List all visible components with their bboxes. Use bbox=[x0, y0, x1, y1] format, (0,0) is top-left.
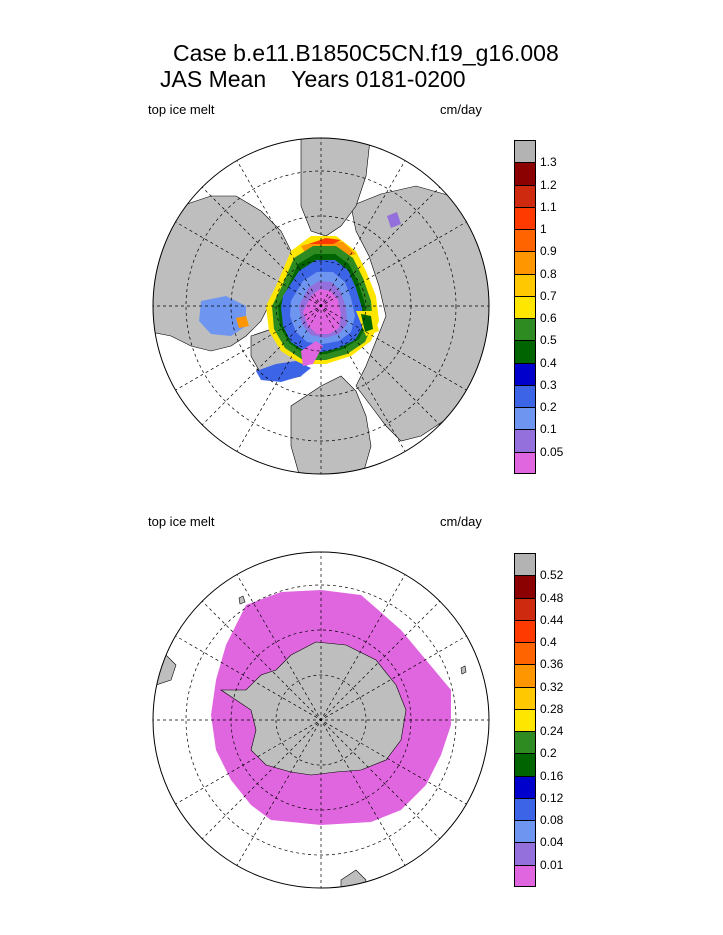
colorbar-tick-label: 0.12 bbox=[540, 790, 564, 805]
north-field-label: top ice melt bbox=[148, 102, 215, 117]
south-polar-map bbox=[152, 551, 490, 889]
north-ice-hudson-orange bbox=[236, 316, 249, 328]
colorbar-cell bbox=[514, 384, 536, 409]
south-colorbar bbox=[514, 553, 536, 887]
north-ice-band-red bbox=[309, 238, 341, 244]
colorbar-cell bbox=[514, 686, 536, 710]
north-ice-tail-blue bbox=[256, 361, 311, 382]
colorbar-tick-label: 0.04 bbox=[540, 835, 564, 850]
colorbar-cell bbox=[514, 864, 536, 887]
colorbar-cell bbox=[514, 318, 536, 342]
colorbar-cell bbox=[514, 140, 536, 164]
colorbar-tick-label: 0.2 bbox=[540, 400, 557, 415]
colorbar-tick-label: 0.52 bbox=[540, 568, 564, 583]
colorbar-tick-label: 0.48 bbox=[540, 590, 564, 605]
colorbar-tick-label: 1.1 bbox=[540, 199, 557, 214]
south-land-antarctica bbox=[220, 641, 407, 776]
north-graticule bbox=[153, 138, 489, 474]
colorbar-tick-label: 0.7 bbox=[540, 288, 557, 303]
colorbar-tick-label: 0.32 bbox=[540, 679, 564, 694]
colorbar-cell bbox=[514, 664, 536, 688]
north-ice-tail-pink bbox=[301, 341, 323, 366]
colorbar-cell bbox=[514, 619, 536, 644]
colorbar-tick-label: 0.36 bbox=[540, 657, 564, 672]
colorbar-tick-label: 0.44 bbox=[540, 612, 564, 627]
colorbar-cell bbox=[514, 362, 536, 386]
colorbar-tick-label: 1 bbox=[540, 222, 547, 237]
colorbar-tick-label: 0.24 bbox=[540, 724, 564, 739]
colorbar-tick-label: 0.6 bbox=[540, 311, 557, 326]
colorbar-cell bbox=[514, 251, 536, 275]
colorbar-cell bbox=[514, 842, 536, 866]
south-land-island-2 bbox=[460, 665, 467, 675]
colorbar-tick-label: 0.08 bbox=[540, 813, 564, 828]
colorbar-cell bbox=[514, 206, 536, 231]
colorbar-cell bbox=[514, 273, 536, 297]
colorbar-cell bbox=[514, 731, 536, 755]
colorbar-tick-label: 0.4 bbox=[540, 635, 557, 650]
north-ice-hudson bbox=[199, 296, 246, 336]
north-polar-map bbox=[152, 137, 490, 475]
colorbar-cell bbox=[514, 184, 536, 208]
colorbar-tick-label: 0.3 bbox=[540, 377, 557, 392]
main-title: Case b.e11.B1850C5CN.f19_g16.008 bbox=[173, 40, 559, 66]
south-land-island-1 bbox=[238, 595, 246, 605]
north-colorbar bbox=[514, 140, 536, 474]
colorbar-tick-label: 0.4 bbox=[540, 355, 557, 370]
colorbar-tick-label: 0.01 bbox=[540, 857, 564, 872]
colorbar-cell bbox=[514, 597, 536, 621]
subtitle: JAS Mean Years 0181-0200 bbox=[160, 66, 466, 92]
north-ice-okhotsk bbox=[387, 212, 401, 228]
colorbar-cell bbox=[514, 429, 536, 453]
colorbar-tick-label: 0.2 bbox=[540, 746, 557, 761]
colorbar-cell bbox=[514, 708, 536, 733]
north-land-siberia bbox=[300, 138, 372, 237]
colorbar-cell bbox=[514, 407, 536, 431]
south-field-label: top ice melt bbox=[148, 514, 215, 529]
colorbar-tick-label: 1.2 bbox=[540, 177, 557, 192]
colorbar-tick-label: 1.3 bbox=[540, 155, 557, 170]
colorbar-cell bbox=[514, 295, 536, 320]
north-units-label: cm/day bbox=[440, 102, 482, 117]
colorbar-cell bbox=[514, 451, 536, 474]
colorbar-cell bbox=[514, 162, 536, 186]
colorbar-tick-label: 0.1 bbox=[540, 422, 557, 437]
colorbar-tick-label: 0.9 bbox=[540, 244, 557, 259]
colorbar-cell bbox=[514, 575, 536, 599]
colorbar-cell bbox=[514, 340, 536, 364]
colorbar-tick-label: 0.5 bbox=[540, 333, 557, 348]
colorbar-cell bbox=[514, 775, 536, 799]
colorbar-cell bbox=[514, 229, 536, 253]
south-units-label: cm/day bbox=[440, 514, 482, 529]
colorbar-tick-label: 0.05 bbox=[540, 444, 564, 459]
colorbar-tick-label: 0.16 bbox=[540, 768, 564, 783]
north-land-europe bbox=[290, 375, 372, 474]
colorbar-cell bbox=[514, 797, 536, 822]
colorbar-cell bbox=[514, 753, 536, 777]
colorbar-cell bbox=[514, 642, 536, 666]
colorbar-cell bbox=[514, 553, 536, 577]
colorbar-cell bbox=[514, 820, 536, 844]
colorbar-tick-label: 0.28 bbox=[540, 701, 564, 716]
colorbar-tick-label: 0.8 bbox=[540, 266, 557, 281]
south-graticule bbox=[153, 552, 489, 888]
